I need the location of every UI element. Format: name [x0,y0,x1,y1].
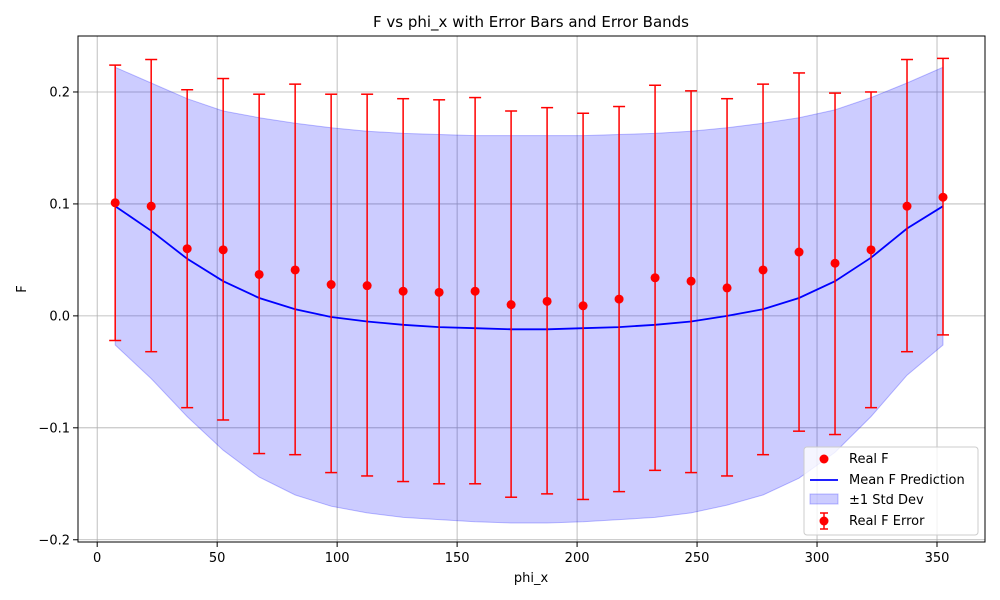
x-tick-label: 0 [93,551,101,566]
x-tick-label: 100 [325,551,350,566]
y-tick-label: 0.1 [49,197,70,212]
y-tick-label: −0.2 [38,533,70,548]
points-group [110,192,948,311]
legend-real-f-marker [819,454,829,464]
real-f-point [830,258,840,268]
legend-band-swatch [809,493,839,505]
real-f-point [290,265,300,275]
chart-title: F vs phi_x with Error Bars and Error Ban… [373,13,689,32]
legend-real-f-label: Real F [849,452,889,467]
ticks-group: 0 50 100 150 200 250 300 350 −0.2 −0.1 0.0 0.1 0.2 [38,85,949,566]
legend-band-label: ±1 Std Dev [849,493,924,508]
real-f-point [146,201,156,211]
real-f-point [902,201,912,211]
real-f-point [542,296,552,306]
x-tick-label: 50 [209,551,226,566]
x-axis-label: phi_x [514,571,549,586]
legend-box [803,446,979,536]
legend-errorbar-marker [819,516,829,526]
real-f-point [182,244,192,254]
x-tick-label: 350 [925,551,950,566]
plot-frame [77,35,986,543]
mean-prediction-line [114,205,944,331]
real-f-point [794,247,804,257]
y-tick-label: −0.1 [38,421,70,436]
legend-mean-label: Mean F Prediction [849,473,965,488]
real-f-point [110,198,120,208]
y-tick-label: 0.2 [49,85,70,100]
y-tick-label: 0.0 [49,309,70,324]
y-axis-label: F [15,285,30,292]
real-f-point [866,245,876,255]
grid [78,36,985,542]
real-f-point [722,283,732,293]
real-f-point [362,281,372,291]
real-f-point [650,273,660,283]
real-f-point [758,265,768,275]
real-f-point [434,287,444,297]
real-f-point [938,192,948,202]
legend-error-label: Real F Error [849,514,925,529]
mean-line-group [114,205,944,331]
real-f-point [254,269,264,279]
real-f-point [686,276,696,286]
real-f-point [470,286,480,296]
x-tick-label: 300 [805,551,830,566]
legend: Real F Mean F Prediction ±1 Std Dev Real… [803,446,979,536]
real-f-point [578,301,588,311]
x-tick-label: 150 [445,551,470,566]
error-bars-group [109,57,950,501]
real-f-point [614,294,624,304]
x-tick-label: 250 [685,551,710,566]
real-f-point [326,280,336,290]
real-f-point [218,245,228,255]
x-tick-label: 200 [565,551,590,566]
real-f-point [506,300,516,310]
real-f-point [398,286,408,296]
